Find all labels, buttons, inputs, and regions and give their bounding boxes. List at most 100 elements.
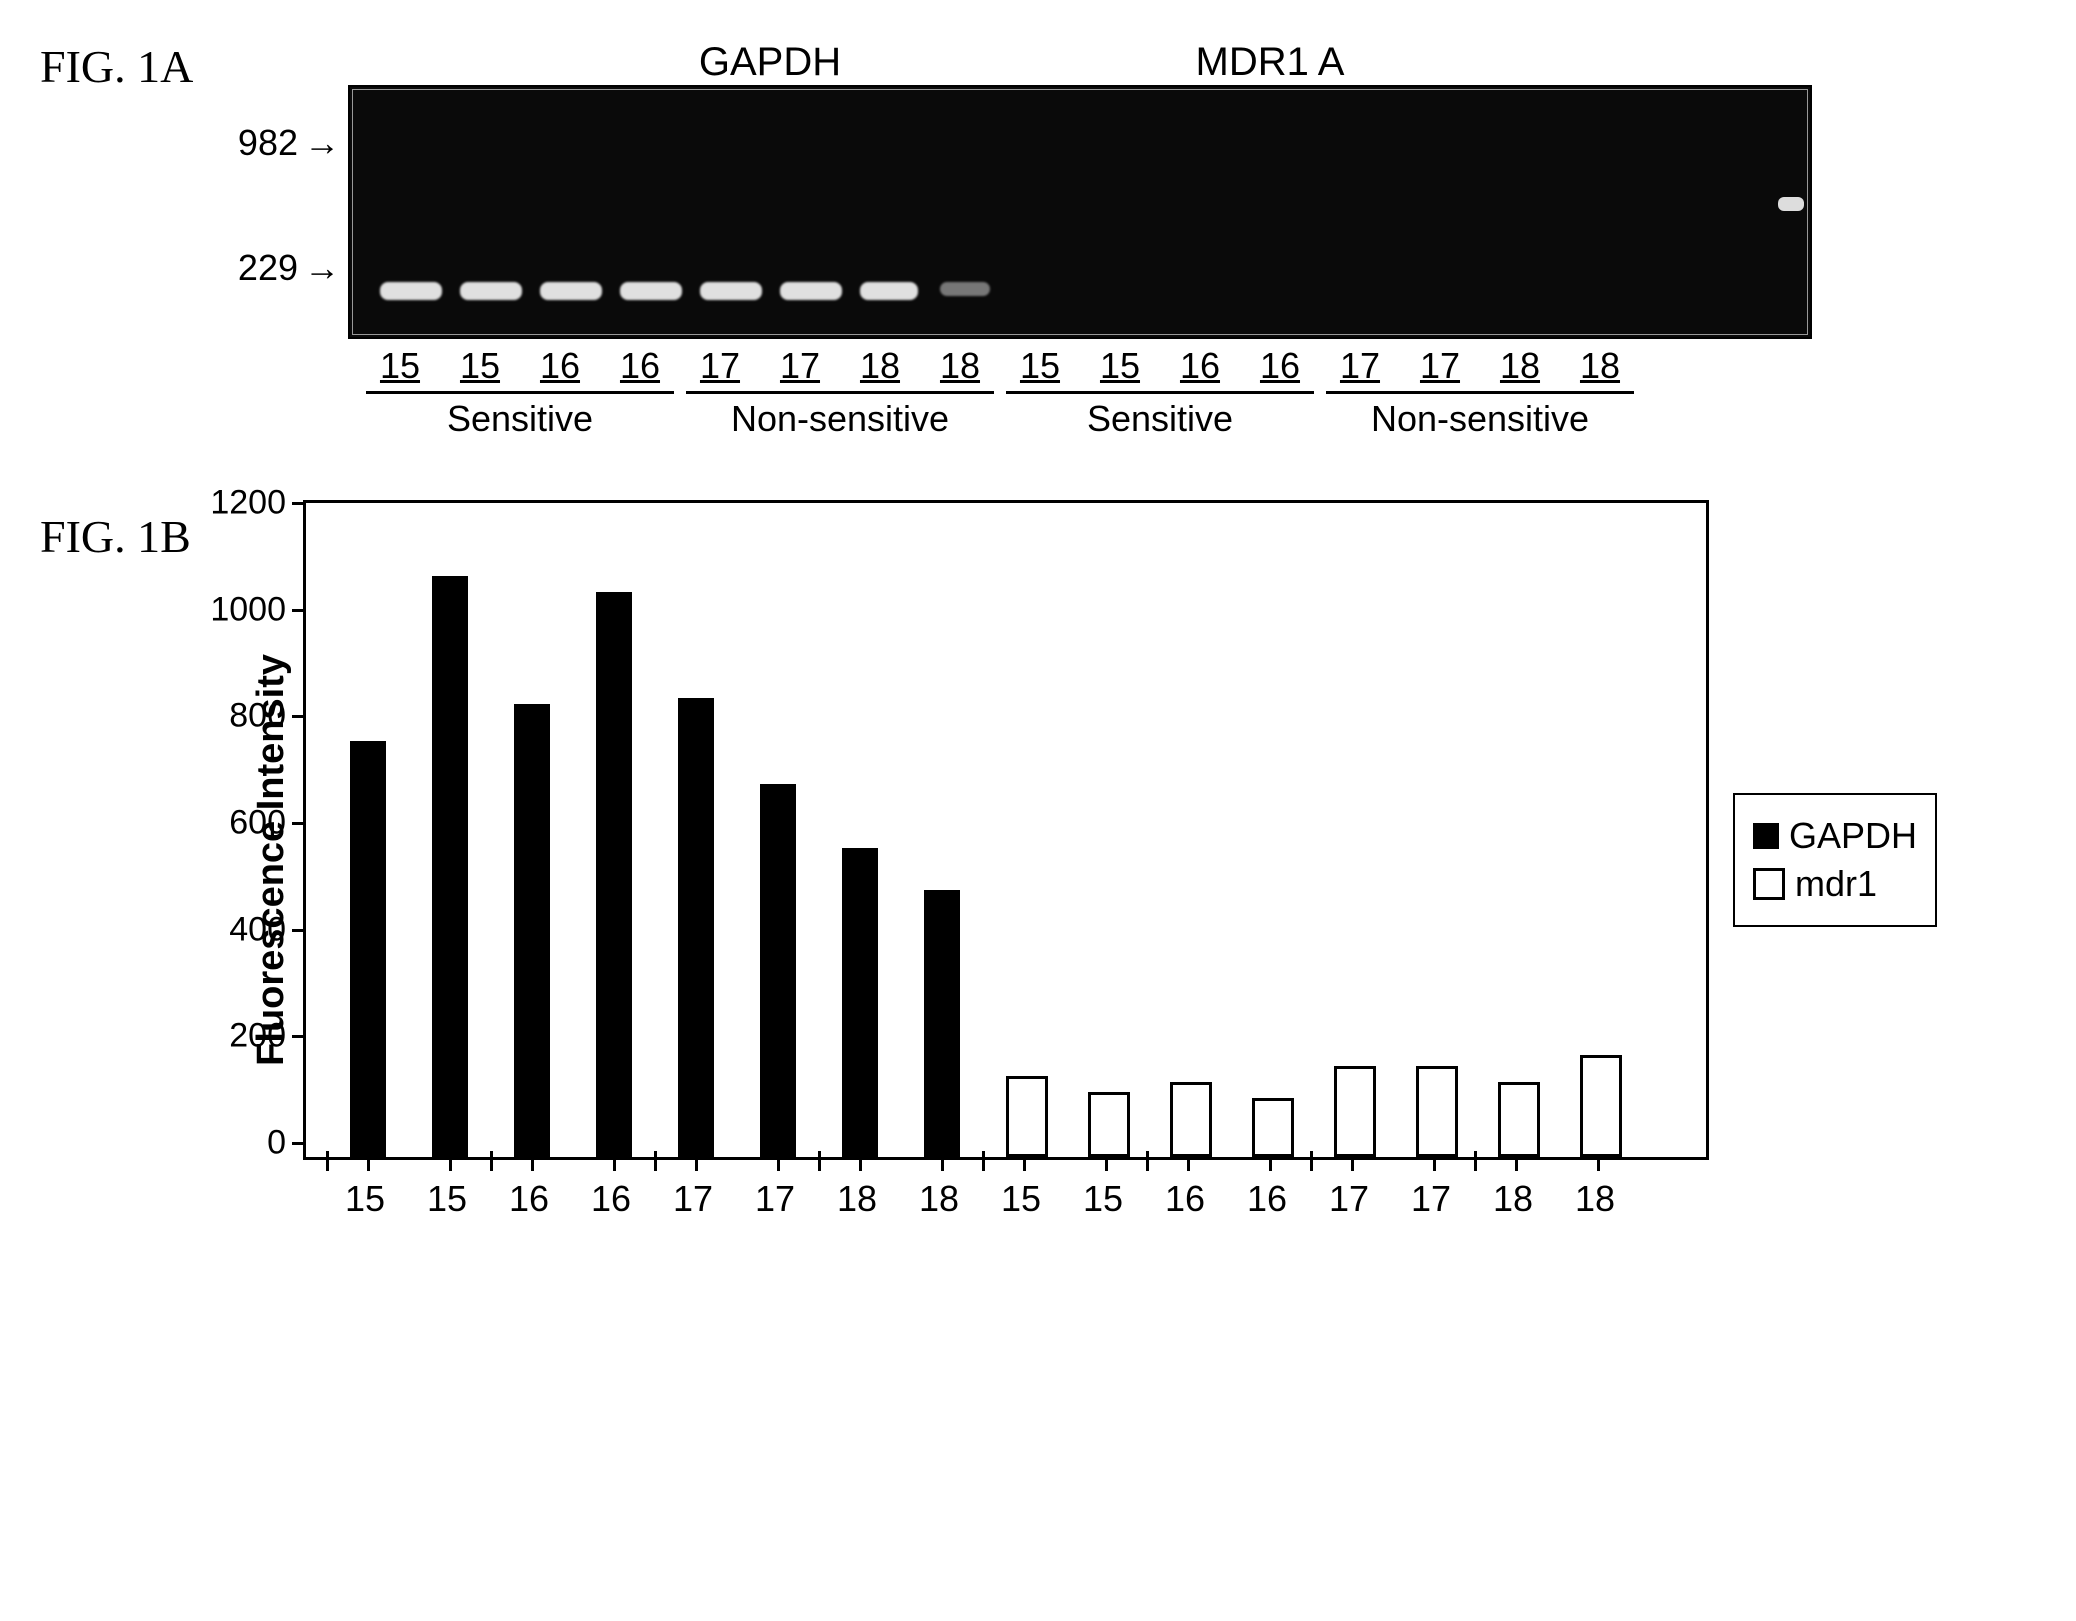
x-tick-major <box>818 1151 821 1171</box>
group-label: Non-sensitive <box>1326 391 1634 440</box>
lane-label: 15 <box>1080 345 1160 387</box>
x-tick-major <box>982 1151 985 1171</box>
bar <box>1006 1076 1048 1157</box>
y-tick-label: 800 <box>229 697 306 736</box>
fig-1a-row: FIG. 1A GAPDH MDR1 A 982→229→ 1515161617… <box>40 40 2036 440</box>
lane-label: 17 <box>1400 345 1480 387</box>
fig-1a-label: FIG. 1A <box>40 40 240 93</box>
gel-band <box>540 282 602 300</box>
x-axis-label: 16 <box>570 1178 652 1220</box>
bar <box>842 848 878 1157</box>
bar <box>432 576 468 1157</box>
gel-marker: 229→ <box>238 247 340 289</box>
bar <box>1334 1066 1376 1157</box>
lane-label: 15 <box>360 345 440 387</box>
lane-label: 16 <box>600 345 680 387</box>
y-tick-label: 600 <box>229 804 306 843</box>
bar <box>596 592 632 1157</box>
x-tick-major <box>1310 1151 1313 1171</box>
gel-band <box>380 282 442 300</box>
x-tick <box>1023 1157 1026 1171</box>
x-tick <box>1433 1157 1436 1171</box>
bar-chart: 020040060080010001200 151516161717181815… <box>303 500 1703 1220</box>
bar <box>678 698 714 1157</box>
bar <box>1580 1055 1622 1157</box>
lane-label: 18 <box>920 345 1000 387</box>
bar <box>1170 1082 1212 1157</box>
gel-band <box>460 282 522 300</box>
gel-band <box>700 282 762 300</box>
legend-swatch <box>1753 868 1785 900</box>
legend: GAPDH mdr1 <box>1733 793 1937 927</box>
gel-header: GAPDH MDR1 A <box>240 40 1812 85</box>
x-axis-label: 18 <box>898 1178 980 1220</box>
x-axis-label: 15 <box>406 1178 488 1220</box>
lane-label: 18 <box>840 345 920 387</box>
x-tick <box>1269 1157 1272 1171</box>
lane-label: 17 <box>1320 345 1400 387</box>
group-label: Sensitive <box>366 391 674 440</box>
x-axis-label: 15 <box>1062 1178 1144 1220</box>
legend-item: GAPDH <box>1753 815 1917 857</box>
gel-band <box>860 282 918 300</box>
lane-label: 17 <box>760 345 840 387</box>
x-tick <box>1597 1157 1600 1171</box>
x-axis-label: 18 <box>1554 1178 1636 1220</box>
lane-label: 16 <box>1160 345 1240 387</box>
x-tick <box>449 1157 452 1171</box>
x-tick <box>941 1157 944 1171</box>
x-axis-label: 17 <box>1308 1178 1390 1220</box>
fig-1b-row: FIG. 1B Fluorescence Intensity 020040060… <box>40 500 2036 1220</box>
x-tick-major <box>1474 1151 1477 1171</box>
x-tick-major <box>654 1151 657 1171</box>
legend-item: mdr1 <box>1753 863 1917 905</box>
x-tick <box>1351 1157 1354 1171</box>
group-label: Sensitive <box>1006 391 1314 440</box>
bar <box>924 890 960 1157</box>
legend-swatch <box>1753 823 1779 849</box>
lane-label: 16 <box>520 345 600 387</box>
lane-label: 17 <box>680 345 760 387</box>
bar <box>760 784 796 1157</box>
x-axis-label: 17 <box>652 1178 734 1220</box>
bar <box>1498 1082 1540 1157</box>
x-axis-label: 17 <box>1390 1178 1472 1220</box>
plot-area: 020040060080010001200 <box>303 500 1709 1160</box>
x-tick <box>695 1157 698 1171</box>
gel-header-left: GAPDH <box>520 40 1020 85</box>
group-label: Non-sensitive <box>686 391 994 440</box>
fig-1a-body: GAPDH MDR1 A 982→229→ 151516161717181815… <box>240 40 1812 440</box>
bar <box>1416 1066 1458 1157</box>
x-tick <box>1187 1157 1190 1171</box>
x-axis-labels: 15151616171718181515161617171818 <box>303 1160 1703 1220</box>
gel-sidemark <box>1778 197 1804 211</box>
x-tick <box>859 1157 862 1171</box>
gel-header-right: MDR1 A <box>1020 40 1520 85</box>
lane-label: 16 <box>1240 345 1320 387</box>
x-axis-label: 16 <box>488 1178 570 1220</box>
x-tick <box>531 1157 534 1171</box>
x-axis-label: 18 <box>816 1178 898 1220</box>
bar <box>1252 1098 1294 1157</box>
x-tick <box>613 1157 616 1171</box>
x-axis-label: 17 <box>734 1178 816 1220</box>
x-axis-label: 16 <box>1144 1178 1226 1220</box>
y-tick-label: 200 <box>229 1017 306 1056</box>
gel-lane-labels: 15151616171718181515161617171818 <box>340 339 1800 387</box>
x-tick-major <box>326 1151 329 1171</box>
gel-band <box>780 282 842 300</box>
x-axis-label: 16 <box>1226 1178 1308 1220</box>
y-tick-label: 1200 <box>210 484 306 523</box>
legend-label: GAPDH <box>1789 815 1917 857</box>
x-axis-label: 18 <box>1472 1178 1554 1220</box>
gel-image <box>348 85 1812 339</box>
x-tick <box>1105 1157 1108 1171</box>
x-axis-label: 15 <box>324 1178 406 1220</box>
y-tick-label: 0 <box>267 1124 306 1163</box>
x-tick <box>367 1157 370 1171</box>
x-tick-major <box>490 1151 493 1171</box>
x-tick <box>777 1157 780 1171</box>
lane-label: 15 <box>1000 345 1080 387</box>
y-tick-label: 1000 <box>210 590 306 629</box>
gel-marker: 982→ <box>238 122 340 164</box>
